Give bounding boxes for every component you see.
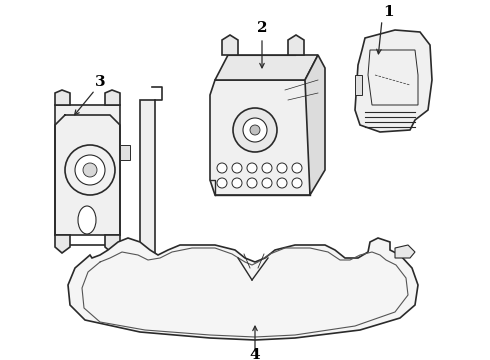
Circle shape (232, 163, 242, 173)
Polygon shape (215, 55, 318, 80)
Circle shape (277, 163, 287, 173)
Polygon shape (395, 245, 415, 258)
Circle shape (262, 178, 272, 188)
Polygon shape (210, 80, 310, 195)
Polygon shape (55, 235, 70, 253)
Circle shape (292, 163, 302, 173)
Polygon shape (68, 238, 418, 340)
Circle shape (243, 118, 267, 142)
Polygon shape (305, 55, 325, 195)
Circle shape (262, 163, 272, 173)
Circle shape (233, 108, 277, 152)
Circle shape (277, 178, 287, 188)
Text: 4: 4 (250, 348, 260, 360)
Text: 1: 1 (383, 5, 393, 19)
Polygon shape (355, 30, 432, 132)
Polygon shape (55, 105, 120, 235)
Polygon shape (222, 35, 238, 55)
Circle shape (217, 178, 227, 188)
Polygon shape (105, 90, 120, 105)
Ellipse shape (78, 206, 96, 234)
Circle shape (247, 178, 257, 188)
Circle shape (250, 125, 260, 135)
Circle shape (65, 145, 115, 195)
Polygon shape (55, 90, 70, 105)
Polygon shape (355, 75, 362, 95)
Polygon shape (140, 100, 155, 260)
Circle shape (217, 163, 227, 173)
Text: 3: 3 (95, 75, 105, 89)
Polygon shape (120, 145, 130, 160)
Circle shape (75, 155, 105, 185)
Polygon shape (288, 35, 304, 55)
Polygon shape (105, 235, 120, 253)
Text: 2: 2 (257, 21, 267, 35)
Circle shape (232, 178, 242, 188)
Circle shape (83, 163, 97, 177)
Circle shape (292, 178, 302, 188)
Circle shape (247, 163, 257, 173)
